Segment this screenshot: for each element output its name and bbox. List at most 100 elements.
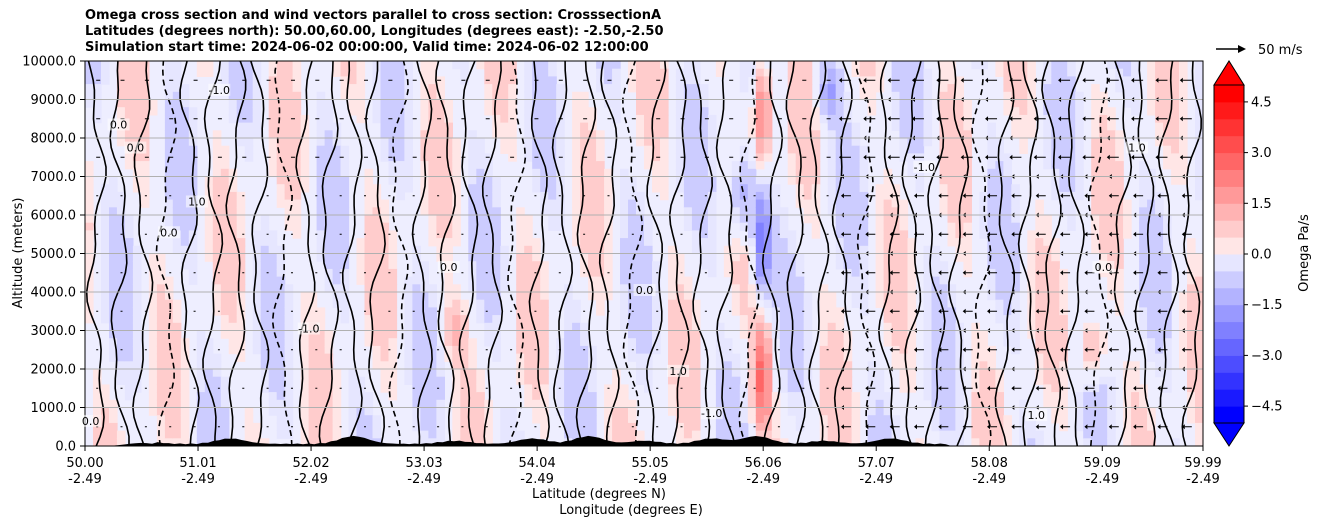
field-cell	[396, 107, 405, 116]
field-cell	[1195, 68, 1203, 77]
field-cell	[308, 369, 318, 378]
field-cell	[835, 438, 845, 446]
field-cell	[572, 207, 581, 216]
field-cell	[979, 369, 988, 378]
field-cell	[93, 68, 102, 77]
field-cell	[172, 299, 182, 308]
field-cell	[332, 276, 342, 285]
field-cell	[468, 184, 477, 193]
field-cell	[116, 107, 126, 116]
field-cell	[101, 307, 110, 316]
field-cell	[324, 330, 334, 339]
field-cell	[124, 215, 134, 224]
field-cell	[116, 369, 126, 378]
field-cell	[356, 114, 366, 124]
field-cell	[436, 122, 445, 131]
field-cell	[380, 330, 390, 339]
field-cell	[204, 245, 214, 255]
field-cell	[636, 276, 645, 285]
field-cell	[715, 61, 725, 70]
field-cell	[747, 307, 757, 316]
field-cell	[428, 299, 437, 308]
field-cell	[660, 61, 669, 70]
field-cell	[260, 322, 270, 332]
field-cell	[132, 184, 142, 193]
field-cell	[532, 338, 541, 347]
field-cell	[867, 415, 877, 424]
field-cell	[1067, 84, 1076, 93]
field-cell	[588, 153, 597, 162]
field-cell	[668, 307, 677, 316]
field-cell	[827, 369, 837, 378]
field-cell	[412, 399, 421, 409]
field-cell	[580, 361, 589, 370]
field-cell	[332, 392, 342, 401]
field-cell	[1043, 230, 1052, 239]
field-cell	[827, 68, 837, 77]
field-cell	[995, 292, 1004, 301]
field-cell	[1011, 299, 1020, 308]
field-cell	[516, 430, 525, 439]
field-cell	[204, 376, 214, 385]
field-cell	[1123, 76, 1132, 85]
field-cell	[188, 130, 198, 139]
field-cell	[1147, 422, 1156, 432]
field-cell	[444, 191, 453, 201]
field-cell	[540, 153, 549, 162]
field-cell	[156, 384, 166, 393]
field-cell	[835, 230, 845, 239]
field-cell	[747, 369, 757, 378]
field-cell	[508, 130, 517, 139]
field-cell	[452, 292, 461, 301]
field-cell	[963, 176, 972, 185]
field-cell	[532, 376, 541, 385]
field-cell	[859, 191, 869, 201]
field-cell	[835, 353, 845, 362]
field-cell	[636, 361, 645, 370]
field-cell	[628, 253, 637, 262]
field-cell	[364, 415, 374, 424]
field-cell	[963, 207, 972, 216]
field-cell	[883, 299, 893, 308]
field-cell	[1043, 68, 1052, 77]
field-cell	[109, 184, 118, 193]
field-cell	[995, 438, 1004, 446]
field-cell	[1187, 338, 1196, 347]
field-cell	[636, 99, 645, 108]
field-cell	[1003, 199, 1012, 208]
field-cell	[604, 168, 613, 178]
field-cell	[532, 61, 541, 70]
field-cell	[524, 307, 533, 316]
field-cell	[827, 84, 837, 93]
field-cell	[420, 268, 429, 278]
field-cell	[164, 76, 174, 85]
field-cell	[628, 338, 637, 347]
field-cell	[1027, 84, 1036, 93]
field-cell	[268, 407, 278, 416]
field-cell	[1107, 276, 1116, 285]
field-cell	[540, 322, 549, 332]
field-cell	[843, 199, 853, 208]
field-cell	[404, 68, 413, 77]
field-cell	[1027, 322, 1036, 332]
field-cell	[324, 415, 334, 424]
field-cell	[508, 138, 517, 147]
field-cell	[899, 245, 909, 255]
field-cell	[388, 307, 398, 316]
field-cell	[1051, 369, 1060, 378]
field-cell	[1099, 238, 1108, 247]
field-cell	[140, 199, 150, 208]
field-cell	[564, 292, 573, 301]
field-cell	[1107, 222, 1116, 231]
field-cell	[596, 230, 605, 239]
field-cell	[140, 176, 150, 185]
field-cell	[707, 253, 717, 262]
field-cell	[356, 84, 366, 93]
field-cell	[1115, 61, 1124, 70]
field-cell	[795, 345, 805, 355]
field-cell	[787, 399, 797, 409]
field-cell	[715, 369, 725, 378]
field-cell	[755, 276, 765, 285]
field-cell	[1003, 84, 1012, 93]
field-cell	[683, 114, 693, 124]
